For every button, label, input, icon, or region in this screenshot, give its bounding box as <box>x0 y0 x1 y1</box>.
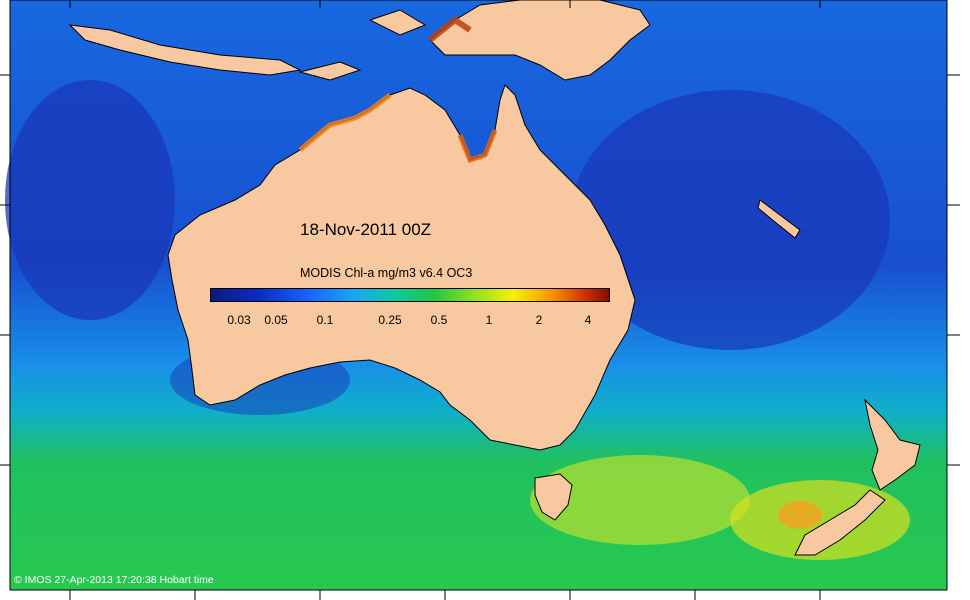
bloom-southeast <box>530 455 750 545</box>
tasmania-land <box>534 473 573 521</box>
copyright-credit: © IMOS 27-Apr-2013 17:20:38 Hobart time <box>14 574 214 586</box>
indonesia-land <box>68 24 302 76</box>
colorbar-tick-label: 2 <box>535 313 543 327</box>
island-north-land <box>368 9 427 36</box>
timor-land <box>298 61 362 81</box>
ocean-dark-patch-west <box>5 80 175 320</box>
colorbar-tick-label: 0.03 <box>227 313 251 327</box>
nz-south-island-land <box>794 489 886 556</box>
map-frame <box>9 0 948 591</box>
colorbar-tick-label: 1 <box>485 313 493 327</box>
colorbar-tick-label: 4 <box>584 313 592 327</box>
colorbar-tick-label: 0.1 <box>316 313 334 327</box>
colorbar <box>210 288 610 302</box>
new-guinea-land <box>429 0 651 81</box>
coastal-rim-png <box>428 16 472 43</box>
coastal-rim-northwest <box>298 93 392 152</box>
new-caledonia-land <box>757 199 801 239</box>
date-label: 18-Nov-2011 00Z <box>300 220 432 239</box>
colorbar-tick-label: 0.05 <box>264 313 288 327</box>
colorbar-tick-label: 0.25 <box>378 313 402 327</box>
ocean-dark-patch-east <box>570 90 890 350</box>
coastal-rim-gulf <box>457 129 498 164</box>
nz-north-island-land <box>864 398 921 491</box>
colorbar-tick-label: 0.5 <box>430 313 448 327</box>
colorbar-title: MODIS Chl-a mg/m3 v6.4 OC3 <box>300 266 473 280</box>
bloom-nz-orange <box>778 501 822 529</box>
